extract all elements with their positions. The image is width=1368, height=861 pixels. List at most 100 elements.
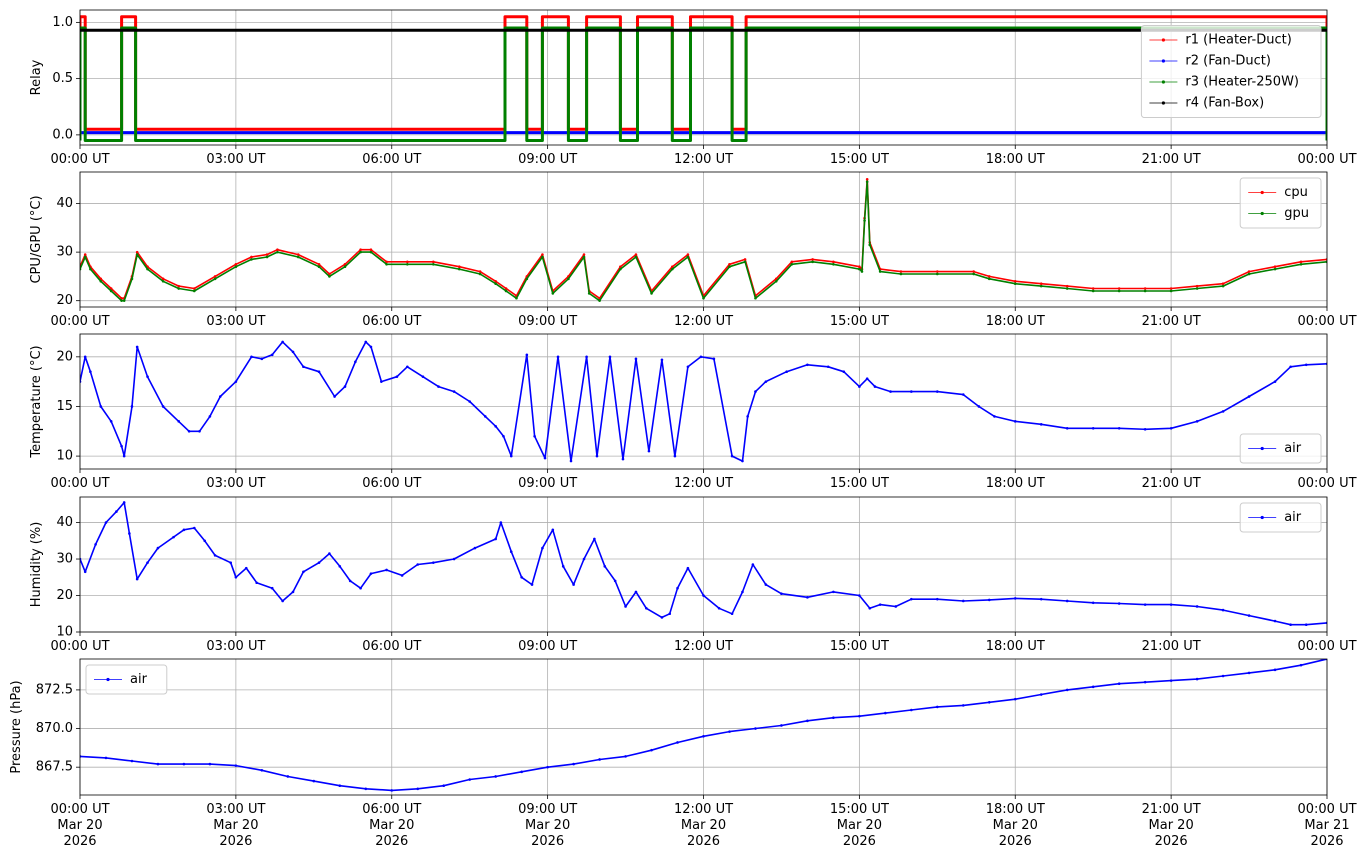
data-point (83, 355, 87, 359)
x-tick-label: 03:00 UT (206, 639, 265, 654)
data-point (385, 262, 388, 266)
data-point (751, 563, 755, 566)
data-point (613, 579, 617, 583)
data-point (650, 748, 653, 752)
y-tick-label: 40 (56, 515, 73, 530)
data-point (811, 258, 814, 261)
x-tick-label: 09:00 UT (518, 476, 577, 491)
data-point (432, 262, 435, 266)
y-tick-label: 10 (56, 449, 73, 464)
data-point (213, 275, 217, 278)
data-point (551, 528, 555, 532)
data-point (1143, 427, 1147, 431)
data-point (780, 592, 783, 595)
data-point (385, 568, 388, 572)
legend-frame (1239, 177, 1322, 229)
data-point (730, 454, 734, 458)
legend: air (1239, 433, 1322, 464)
legend-label-air: air (1284, 441, 1302, 456)
x-tick-label: 12:00 UT Mar 20 2026 (674, 802, 733, 849)
data-point (1091, 289, 1095, 293)
legend-frame (85, 664, 168, 695)
data-point (317, 265, 321, 268)
data-point (115, 510, 118, 513)
legend: r1 (Heater-Duct) r2 (Fan-Duct) r3 (Heater-… (1140, 25, 1322, 118)
data-point (130, 277, 134, 281)
data-point (120, 444, 123, 448)
data-point (873, 385, 877, 388)
data-point (109, 289, 113, 293)
data-point (1143, 289, 1147, 293)
data-point (359, 248, 362, 251)
x-tick-label: 15:00 UT (830, 314, 889, 329)
legend-label-r1-heater-duct-: r1 (Heater-Duct) (1185, 33, 1291, 48)
y-axis-label: Pressure (hPa) (9, 680, 24, 773)
data-point (858, 385, 861, 388)
x-tick-label: 06:00 UT (362, 476, 421, 491)
data-point (260, 768, 264, 772)
panel-2: 00:00 UT 03:00 UT 06:00 UT 09:00 UT 12:00 UT… (29, 171, 1357, 329)
data-point (634, 357, 638, 361)
x-tick-label: 00:00 UT (50, 476, 109, 491)
x-tick-label: 06:00 UT (362, 314, 421, 329)
data-point (660, 358, 664, 362)
data-point (343, 265, 347, 268)
legend-marker-air (1260, 515, 1264, 520)
data-point (961, 393, 965, 396)
data-point (234, 262, 238, 266)
data-point (595, 454, 599, 458)
data-point (109, 420, 113, 423)
data-point (619, 265, 622, 268)
data-point (961, 704, 965, 707)
data-point (250, 355, 253, 359)
data-point (128, 532, 131, 535)
data-point (109, 287, 113, 290)
y-axis-label: Temperature (°C) (29, 345, 44, 458)
data-point (317, 262, 321, 266)
legend-label-cpu: cpu (1284, 185, 1308, 200)
data-point (1273, 668, 1277, 672)
data-point (478, 270, 482, 273)
data-point (910, 390, 913, 393)
data-point (193, 289, 196, 293)
legend-marker-r1-heater-duct- (1161, 38, 1165, 42)
data-point (865, 177, 869, 181)
data-point (671, 267, 674, 271)
data-point (177, 420, 181, 423)
data-point (359, 250, 362, 254)
data-point (494, 425, 497, 428)
data-point (122, 501, 126, 504)
legend: cpu gpu (1239, 177, 1322, 229)
data-point (1013, 279, 1017, 283)
legend-label-air: air (1284, 510, 1302, 525)
data-point (832, 262, 835, 266)
x-tick-label: 06:00 UT (362, 152, 421, 167)
data-point (1143, 287, 1147, 290)
data-point (1065, 287, 1069, 290)
data-point (585, 355, 588, 359)
data-point (182, 762, 186, 766)
x-tick-label: 21:00 UT (1142, 639, 1201, 654)
data-point (1065, 599, 1069, 603)
data-point (1169, 679, 1173, 682)
x-tick-label: 15:00 UT (830, 152, 889, 167)
panel-5: 00:00 UT Mar 20 2026 03:00 UT Mar 20 2026 06:0… (9, 658, 1357, 849)
data-point (624, 605, 627, 608)
data-point (686, 566, 690, 570)
x-tick-label: 18:00 UT (986, 639, 1045, 654)
data-point (754, 390, 757, 393)
x-tick-label: 00:00 UT (1297, 639, 1356, 654)
data-point (572, 583, 575, 586)
data-point (686, 365, 690, 369)
data-point (533, 434, 536, 438)
x-tick-label: 03:00 UT (206, 314, 265, 329)
data-point (244, 566, 248, 570)
data-point (281, 599, 284, 603)
series-line-air (80, 501, 1327, 626)
data-point (452, 557, 456, 561)
data-point (250, 255, 253, 259)
data-point (406, 365, 409, 369)
data-point (265, 253, 269, 256)
x-tick-label: 00:00 UT Mar 20 2026 (50, 802, 109, 849)
data-point (208, 762, 212, 766)
